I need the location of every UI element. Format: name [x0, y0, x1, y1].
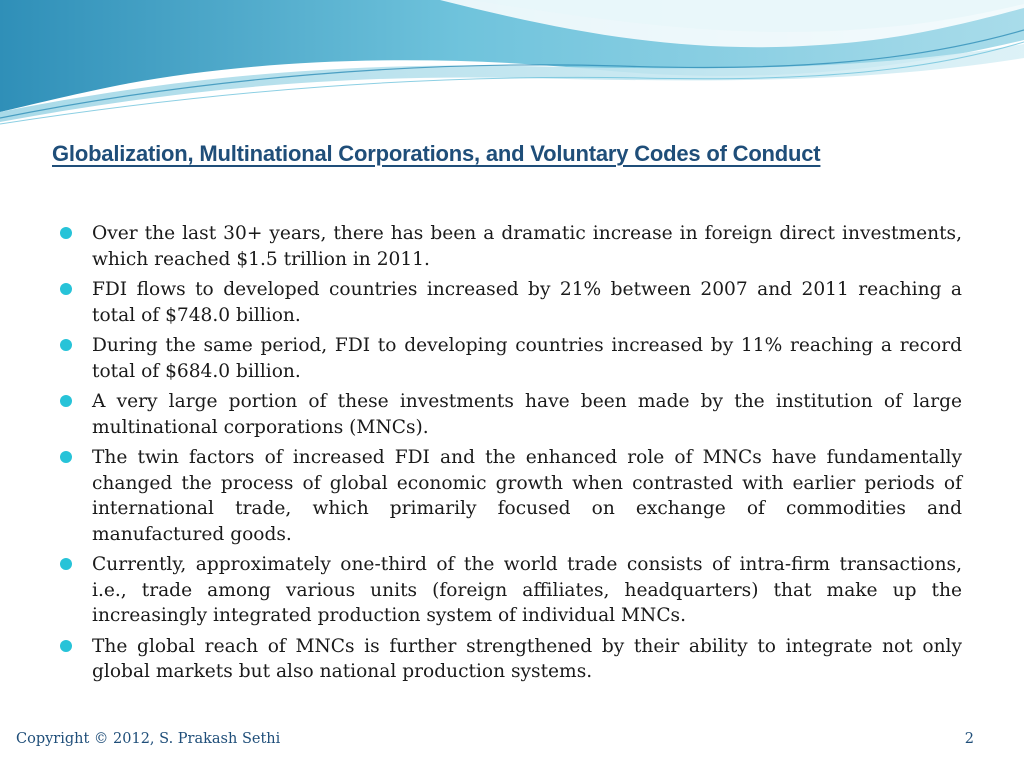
- bullet-text: Over the last 30+ years, there has been …: [92, 223, 962, 270]
- bullet-text: Currently, approximately one-third of th…: [92, 554, 962, 626]
- header-wave-decoration: [0, 0, 1024, 125]
- list-item: The global reach of MNCs is further stre…: [58, 634, 962, 685]
- bullet-dot-icon: [60, 283, 72, 295]
- bullet-dot-icon: [60, 639, 72, 652]
- list-item: During the same period, FDI to developin…: [58, 333, 962, 384]
- list-item: Over the last 30+ years, there has been …: [58, 221, 962, 272]
- bullet-text: The global reach of MNCs is further stre…: [92, 635, 962, 683]
- page-number: 2: [964, 731, 974, 747]
- bullet-text: A very large portion of these investment…: [92, 391, 962, 438]
- bullet-dot-icon: [60, 395, 72, 407]
- list-item: The twin factors of increased FDI and th…: [58, 445, 962, 547]
- bullet-text: The twin factors of increased FDI and th…: [92, 447, 962, 545]
- bullet-list: Over the last 30+ years, there has been …: [58, 221, 962, 690]
- bullet-text: During the same period, FDI to developin…: [92, 335, 962, 382]
- bullet-dot-icon: [60, 451, 72, 463]
- bullet-text: FDI flows to developed countries increas…: [92, 279, 962, 326]
- bullet-dot-icon: [60, 227, 72, 239]
- footer-copyright: Copyright © 2012, S. Prakash Sethi: [16, 731, 281, 747]
- slide-title: Globalization, Multinational Corporation…: [52, 141, 821, 166]
- bullet-dot-icon: [60, 558, 72, 570]
- list-item: FDI flows to developed countries increas…: [58, 277, 962, 328]
- list-item: Currently, approximately one-third of th…: [58, 552, 962, 629]
- bullet-dot-icon: [60, 339, 72, 351]
- list-item: A very large portion of these investment…: [58, 389, 962, 440]
